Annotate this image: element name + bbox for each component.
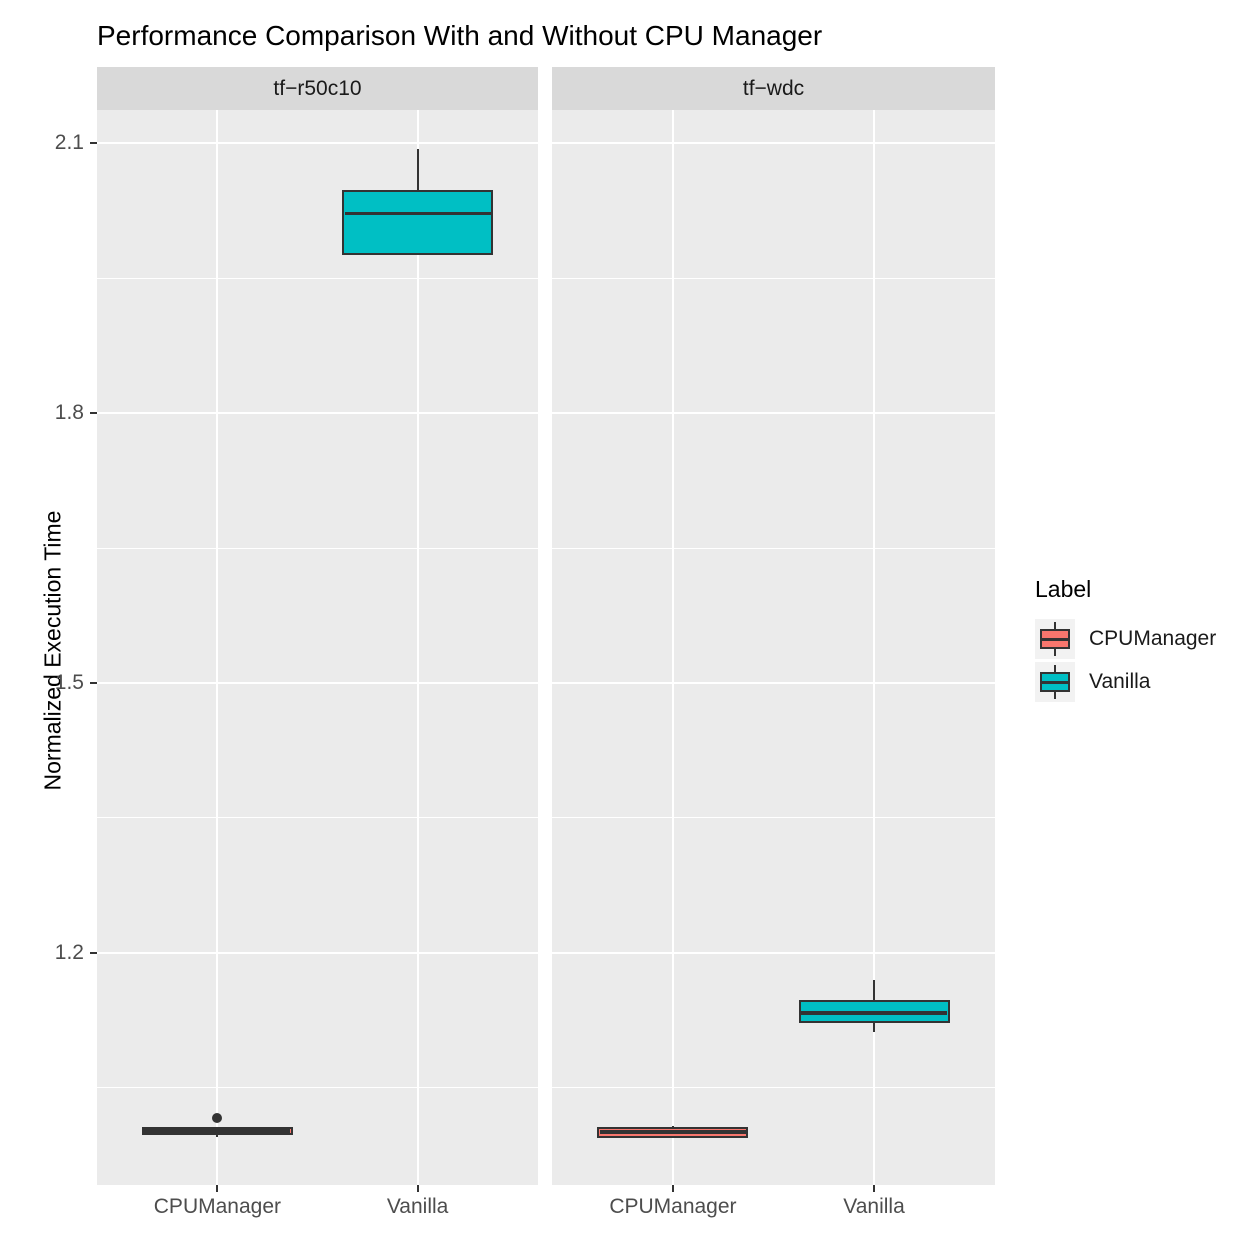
gridline-major [552, 682, 995, 685]
y-tick-label: 1.8 [54, 401, 84, 425]
gridline-minor [552, 817, 995, 819]
gridline-minor [97, 277, 538, 279]
boxplot-whisker-lower [216, 1134, 219, 1138]
gridline-minor [552, 1087, 995, 1089]
gridline-vertical [216, 110, 219, 1185]
outlier-point [212, 1112, 223, 1123]
x-tick-label: CPUManager [609, 1195, 737, 1218]
legend-key-median [1040, 638, 1070, 641]
boxplot-median [344, 211, 491, 216]
chart-title: Performance Comparison With and Without … [97, 20, 823, 51]
legend-entry: CPUManager [1035, 619, 1216, 659]
legend-entry-label: CPUManager [1089, 627, 1217, 650]
boxplot-box-vanilla [798, 999, 950, 1024]
x-tick-label: Vanilla [386, 1195, 449, 1218]
boxplot-median [144, 1129, 291, 1133]
boxplot-whisker-upper [671, 1125, 674, 1127]
gridline-major [552, 951, 995, 954]
facet-panel [552, 110, 995, 1185]
x-tick-mark [873, 1185, 876, 1192]
legend-title: Label [1035, 576, 1092, 602]
boxplot-median [801, 1011, 948, 1015]
facet-strip: tf−wdc [552, 67, 995, 110]
gridline-major [97, 682, 538, 685]
x-tick-label: CPUManager [153, 1195, 281, 1218]
facet-strip: tf−r50c10 [97, 67, 538, 110]
facet-strip-label: tf−r50c10 [273, 76, 362, 100]
gridline-minor [552, 547, 995, 549]
x-tick-mark [671, 1185, 674, 1192]
x-tick-mark [416, 1185, 419, 1192]
gridline-minor [97, 817, 538, 819]
gridline-major [552, 412, 995, 415]
legend-entries: CPUManager Vanilla [1035, 619, 1216, 702]
legend-key [1035, 619, 1075, 659]
facet-panel [97, 110, 538, 1185]
x-tick-label: Vanilla [843, 1195, 905, 1218]
x-tick-mark [216, 1185, 219, 1192]
y-tick-label: 2.1 [54, 131, 84, 155]
gridline-vertical [671, 110, 674, 1185]
y-tick-label: 1.2 [54, 940, 84, 964]
y-tick-mark [90, 951, 97, 954]
legend-key [1035, 662, 1075, 702]
gridline-vertical [416, 110, 419, 1185]
legend-key-median [1040, 681, 1070, 684]
gridline-minor [97, 1087, 538, 1089]
boxplot-whisker-upper [216, 1126, 219, 1128]
legend-entry-label: Vanilla [1089, 670, 1151, 693]
gridline-minor [552, 277, 995, 279]
y-tick-mark [90, 682, 97, 685]
y-tick-label: 1.5 [54, 671, 84, 695]
gridline-major [97, 142, 538, 145]
gridline-minor [97, 547, 538, 549]
facet-strip-label: tf−wdc [742, 76, 805, 100]
gridline-major [97, 951, 538, 954]
boxplot-box-vanilla [342, 190, 494, 255]
boxplot-whisker-lower [873, 1023, 876, 1033]
y-tick-mark [90, 412, 97, 415]
gridline-major [552, 142, 995, 145]
legend: Label CPUManager Vanilla [1035, 576, 1216, 705]
boxplot-median [599, 1130, 746, 1134]
y-tick-mark [90, 142, 97, 145]
boxplot-whisker-upper [873, 979, 876, 1000]
boxplot-whisker-upper [416, 148, 419, 191]
legend-entry: Vanilla [1035, 662, 1216, 702]
gridline-major [97, 412, 538, 415]
gridline-vertical [873, 110, 876, 1185]
